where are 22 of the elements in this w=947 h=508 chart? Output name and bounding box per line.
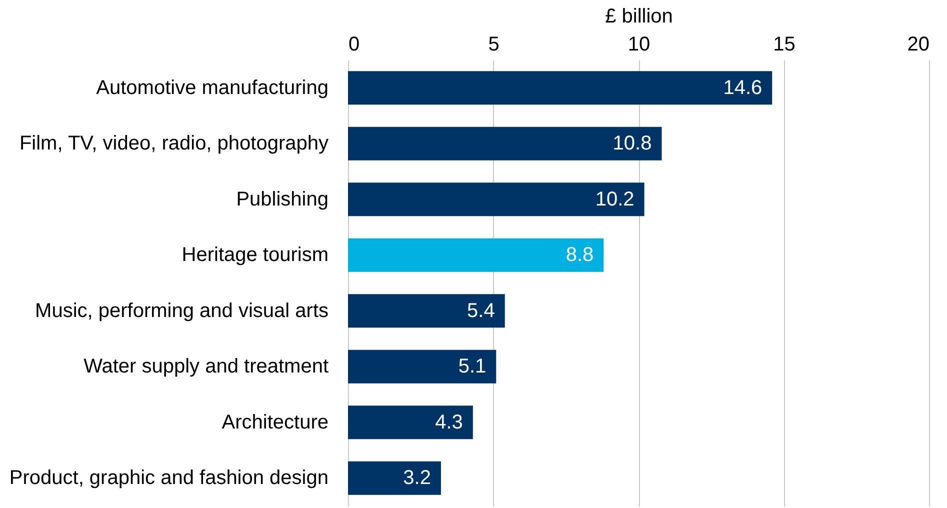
y-tick-label: Automotive manufacturing [96,76,328,99]
x-tick-label: 20 [907,34,930,56]
data-label: 4.3 [435,411,463,434]
y-tick-label: Film, TV, video, radio, photography [19,132,328,155]
data-label: 5.4 [467,300,495,322]
data-label: 10.8 [612,132,652,155]
x-tick-label: 5 [488,34,500,56]
y-tick-label: Publishing [236,188,328,210]
y-tick-label: Water supply and treatment [84,356,329,378]
data-label: 5.1 [458,356,486,378]
y-tick-label: Heritage tourism [182,244,328,266]
data-label: 10.2 [595,188,634,210]
x-tick-label: 10 [628,34,650,56]
y-tick-label: Architecture [222,411,328,434]
y-tick-label: Product, graphic and fashion design [9,467,328,490]
x-tick-label: 0 [348,34,360,56]
data-label: 8.8 [566,244,594,266]
x-tick-label: 15 [773,34,796,56]
data-label: 14.6 [723,76,762,99]
y-tick-label: Music, performing and visual arts [35,300,328,322]
x-axis-title: £ billion [605,6,673,28]
data-label: 3.2 [403,467,431,490]
